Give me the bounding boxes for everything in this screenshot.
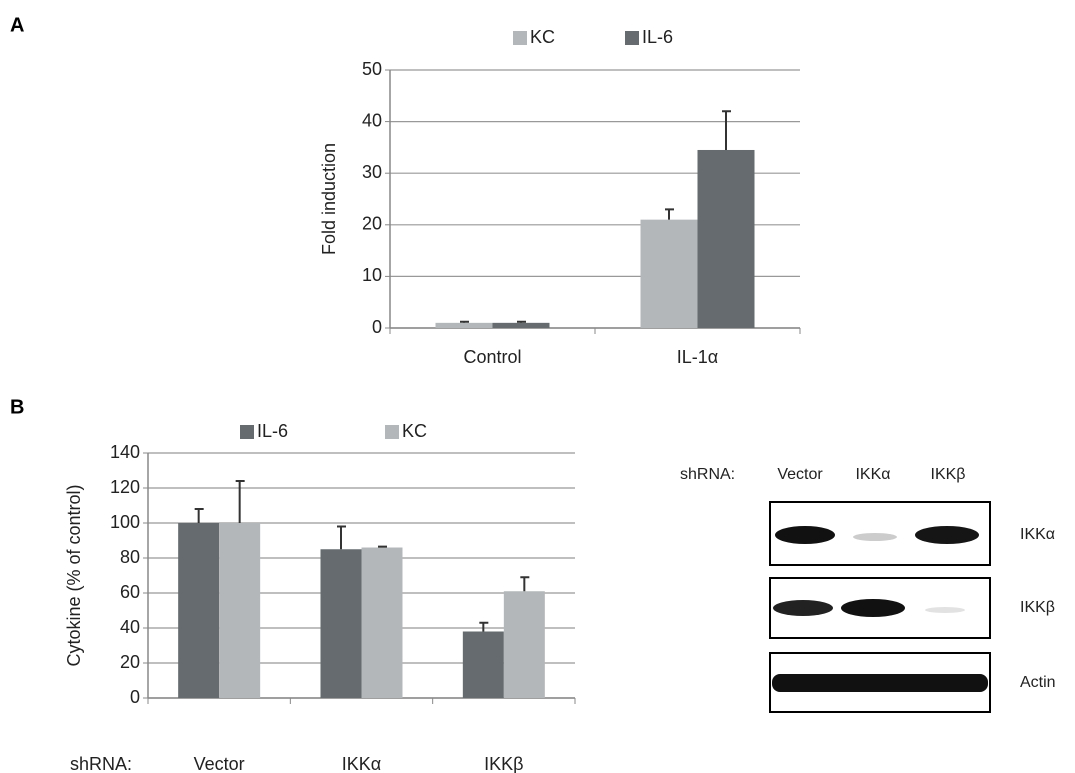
error-bar bbox=[665, 209, 674, 219]
legend-swatch bbox=[513, 31, 527, 45]
error-bar bbox=[337, 527, 346, 550]
band bbox=[775, 526, 835, 544]
western-blot: shRNA: Vector IKKα IKKβ IKKα IKKβ Actin bbox=[680, 466, 1056, 712]
y-tick-label: 60 bbox=[120, 582, 140, 602]
bar bbox=[641, 220, 698, 328]
lane-label: IKKα bbox=[855, 466, 890, 483]
bar bbox=[463, 632, 504, 699]
error-bar bbox=[722, 111, 731, 150]
blot-row-label: shRNA: bbox=[680, 466, 735, 483]
y-tick-label: 40 bbox=[120, 617, 140, 637]
lane-label: IKKβ bbox=[931, 466, 966, 483]
legend-swatch bbox=[625, 31, 639, 45]
band bbox=[915, 526, 979, 544]
bar bbox=[504, 591, 545, 698]
band bbox=[925, 607, 965, 613]
figure: A B shRNA: Vector IKKα IKKβ IKKα IKKβ Ac… bbox=[0, 0, 1075, 773]
protein-label: IKKα bbox=[1020, 526, 1055, 543]
x-tick-label: IKKβ bbox=[484, 754, 523, 773]
legend-label: KC bbox=[402, 421, 427, 441]
band bbox=[772, 674, 988, 692]
y-tick-label: 40 bbox=[362, 110, 382, 130]
error-bar bbox=[517, 322, 526, 323]
y-tick-label: 20 bbox=[120, 652, 140, 672]
y-tick-label: 10 bbox=[362, 265, 382, 285]
legend-label: KC bbox=[530, 27, 555, 47]
legend-label: IL-6 bbox=[642, 27, 673, 47]
protein-label: Actin bbox=[1020, 674, 1056, 691]
bar bbox=[493, 323, 550, 328]
y-tick-label: 20 bbox=[362, 214, 382, 234]
error-bar bbox=[460, 322, 469, 323]
error-bar bbox=[378, 547, 387, 548]
bar bbox=[321, 549, 362, 698]
error-bar bbox=[195, 509, 204, 523]
bar bbox=[178, 523, 219, 698]
panel-label: B bbox=[10, 396, 24, 418]
error-bar bbox=[479, 623, 488, 632]
error-bar bbox=[236, 481, 245, 523]
panel-label: A bbox=[10, 14, 24, 36]
x-axis-title: shRNA: bbox=[70, 754, 132, 773]
y-axis-title: Cytokine (% of control) bbox=[64, 484, 84, 666]
error-bar bbox=[520, 577, 529, 591]
x-tick-label: IL-1α bbox=[677, 347, 718, 367]
legend-label: IL-6 bbox=[257, 421, 288, 441]
y-tick-label: 50 bbox=[362, 59, 382, 79]
lane-label: Vector bbox=[777, 466, 823, 483]
y-tick-label: 80 bbox=[120, 547, 140, 567]
y-axis-title: Fold induction bbox=[319, 143, 339, 255]
band bbox=[853, 533, 897, 541]
protein-label: IKKβ bbox=[1020, 599, 1055, 616]
legend-swatch bbox=[240, 425, 254, 439]
y-tick-label: 0 bbox=[372, 317, 382, 337]
y-tick-label: 140 bbox=[110, 442, 140, 462]
x-tick-label: Vector bbox=[194, 754, 245, 773]
bar bbox=[362, 548, 403, 699]
bar bbox=[219, 523, 260, 698]
x-tick-label: IKKα bbox=[342, 754, 381, 773]
y-tick-label: 120 bbox=[110, 477, 140, 497]
y-tick-label: 100 bbox=[110, 512, 140, 532]
legend-swatch bbox=[385, 425, 399, 439]
y-tick-label: 0 bbox=[130, 687, 140, 707]
x-tick-label: Control bbox=[463, 347, 521, 367]
bar bbox=[698, 150, 755, 328]
band bbox=[841, 599, 905, 617]
y-tick-label: 30 bbox=[362, 162, 382, 182]
bar bbox=[436, 323, 493, 328]
band bbox=[773, 600, 833, 616]
